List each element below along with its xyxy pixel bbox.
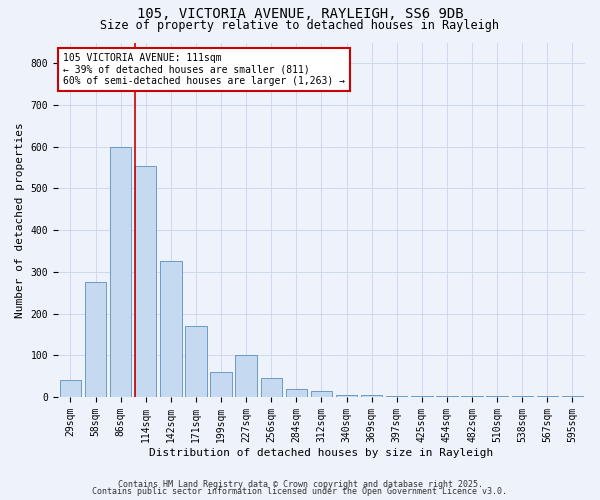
- X-axis label: Distribution of detached houses by size in Rayleigh: Distribution of detached houses by size …: [149, 448, 494, 458]
- Bar: [461, 396, 483, 397]
- Bar: [185, 326, 206, 397]
- Bar: [311, 390, 332, 397]
- Bar: [436, 396, 458, 397]
- Bar: [60, 380, 81, 397]
- Bar: [361, 395, 382, 397]
- Text: Contains public sector information licensed under the Open Government Licence v3: Contains public sector information licen…: [92, 487, 508, 496]
- Text: Size of property relative to detached houses in Rayleigh: Size of property relative to detached ho…: [101, 18, 499, 32]
- Bar: [411, 396, 433, 397]
- Y-axis label: Number of detached properties: Number of detached properties: [15, 122, 25, 318]
- Bar: [160, 262, 182, 397]
- Bar: [110, 147, 131, 397]
- Text: Contains HM Land Registry data © Crown copyright and database right 2025.: Contains HM Land Registry data © Crown c…: [118, 480, 482, 489]
- Bar: [235, 356, 257, 397]
- Bar: [536, 396, 558, 397]
- Text: 105, VICTORIA AVENUE, RAYLEIGH, SS6 9DB: 105, VICTORIA AVENUE, RAYLEIGH, SS6 9DB: [137, 8, 463, 22]
- Text: 105 VICTORIA AVENUE: 111sqm
← 39% of detached houses are smaller (811)
60% of se: 105 VICTORIA AVENUE: 111sqm ← 39% of det…: [63, 53, 345, 86]
- Bar: [336, 395, 357, 397]
- Bar: [85, 282, 106, 397]
- Bar: [512, 396, 533, 397]
- Bar: [562, 396, 583, 397]
- Bar: [487, 396, 508, 397]
- Bar: [211, 372, 232, 397]
- Bar: [286, 388, 307, 397]
- Bar: [386, 396, 407, 397]
- Bar: [260, 378, 282, 397]
- Bar: [135, 166, 157, 397]
